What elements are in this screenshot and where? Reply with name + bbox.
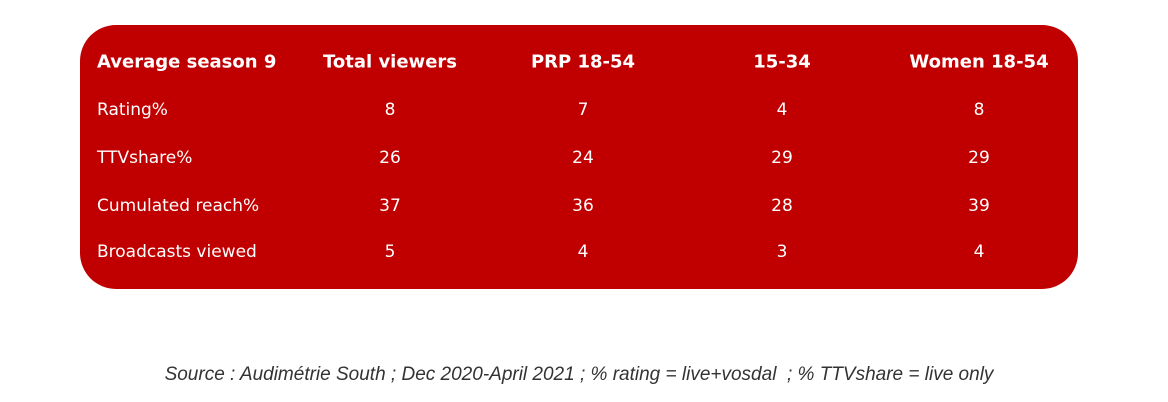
column-header: PRP 18-54 <box>530 51 636 73</box>
table-cell: 7 <box>577 100 589 120</box>
column-header: Women 18-54 <box>909 51 1049 73</box>
table-cell: 4 <box>577 242 589 262</box>
table-cell: 28 <box>771 196 793 216</box>
table-cell: 39 <box>968 196 990 216</box>
column-header: 15-34 <box>753 51 811 73</box>
table-card <box>80 25 1078 289</box>
table-cell: 29 <box>771 148 793 168</box>
table-cell: 26 <box>379 148 401 168</box>
column-header: Total viewers <box>323 51 457 73</box>
column-header: Average season 9 <box>97 51 277 73</box>
table-cell: 36 <box>572 196 594 216</box>
table-cell: 8 <box>384 100 396 120</box>
row-label: Rating% <box>97 100 168 120</box>
row-label: TTVshare% <box>97 148 193 168</box>
row-label: Broadcasts viewed <box>97 242 257 262</box>
table-cell: 29 <box>968 148 990 168</box>
table-cell: 5 <box>384 242 396 262</box>
row-label: Cumulated reach% <box>97 196 260 216</box>
table-cell: 24 <box>572 148 594 168</box>
source-caption: Source : Audimétrie South ; Dec 2020-Apr… <box>164 364 994 385</box>
table-cell: 37 <box>379 196 401 216</box>
table-cell: 8 <box>973 100 985 120</box>
table-cell: 3 <box>776 242 788 262</box>
table-cell: 4 <box>776 100 788 120</box>
table-cell: 4 <box>973 242 985 262</box>
